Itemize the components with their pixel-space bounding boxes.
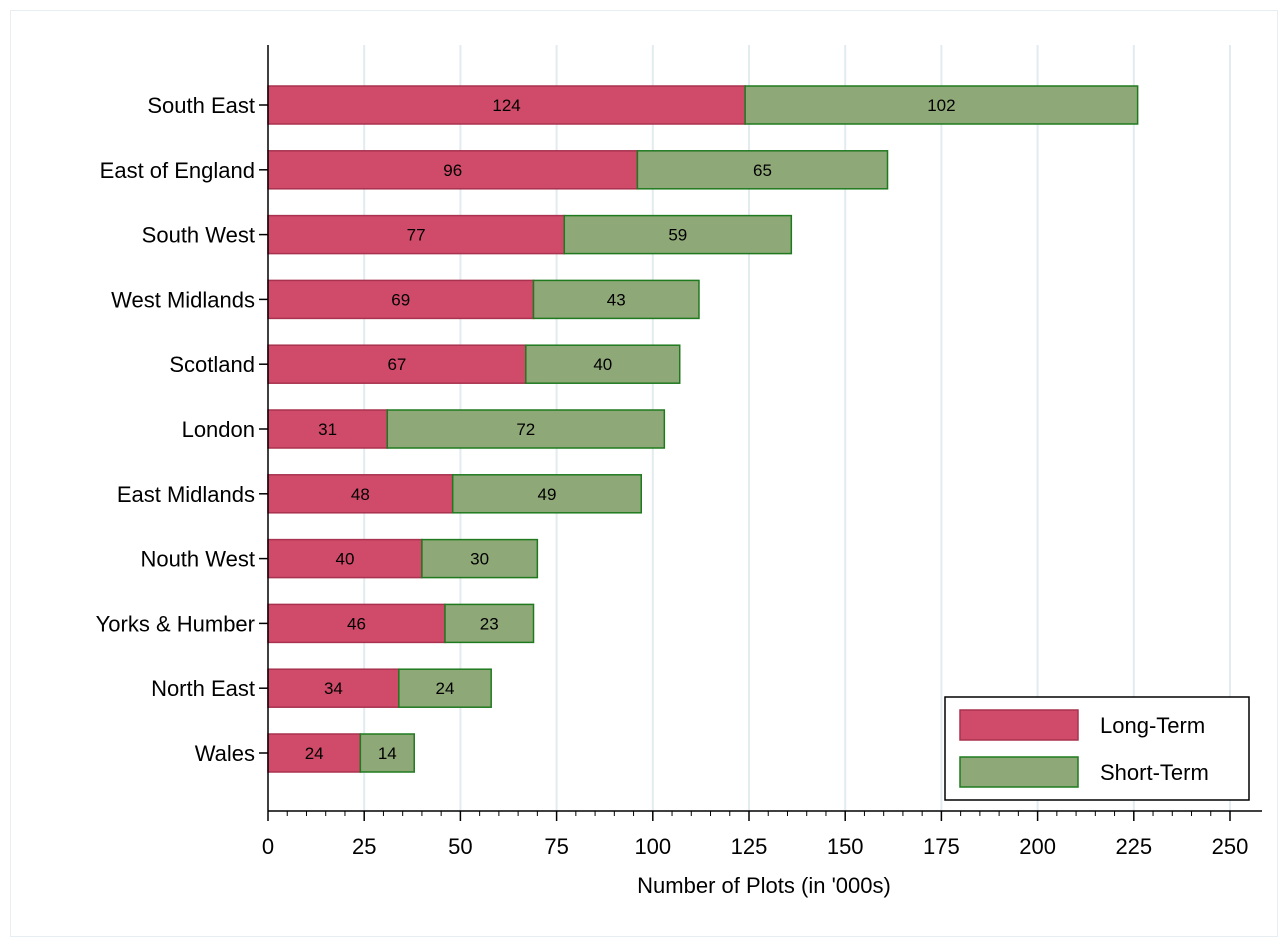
x-axis-label: Number of Plots (in '000s) <box>637 873 891 898</box>
bar-value-label: 23 <box>480 614 499 633</box>
bar-value-label: 59 <box>668 226 687 245</box>
bar-value-label: 46 <box>347 614 366 633</box>
bar-value-label: 14 <box>378 744 397 763</box>
bar-short-term <box>359 733 415 773</box>
bar-short-term <box>744 85 1139 125</box>
bar-short-term <box>444 603 535 644</box>
bar-labels: 124 102 96 65 77 59 69 43 67 40 31 72 48 49 40 30 46 23 34… <box>305 96 956 763</box>
y-tick-label: South West <box>142 223 255 248</box>
x-tick-label: 250 <box>1212 834 1249 859</box>
bar-value-label: 102 <box>927 96 955 115</box>
x-tick-label: 150 <box>827 834 864 859</box>
legend-label: Short-Term <box>1100 760 1209 785</box>
y-tick-label: Scotland <box>169 352 255 377</box>
bar-short-term <box>525 344 681 384</box>
bar-short-term <box>421 538 539 579</box>
bar-short-term <box>532 279 700 320</box>
y-tick-label: Yorks & Humber <box>96 611 255 636</box>
bar-long-term <box>267 474 454 514</box>
legend-swatch-short-term <box>959 756 1079 788</box>
bar-short-term <box>563 214 793 255</box>
y-tick-label: London <box>182 417 255 442</box>
bar-value-label: 24 <box>305 744 324 763</box>
y-axis: South East East of England South West West … <box>96 45 269 811</box>
bar-long-term <box>267 538 423 579</box>
y-tick-label: North East <box>151 676 255 701</box>
x-tick-label: 25 <box>352 834 376 859</box>
bar-long-term <box>267 603 446 644</box>
bar-value-label: 69 <box>391 290 410 309</box>
x-tick-label: 200 <box>1019 834 1056 859</box>
y-tick-label: East Midlands <box>117 482 255 507</box>
x-tick-label: 50 <box>448 834 472 859</box>
bar-value-label: 34 <box>324 679 343 698</box>
bar-short-term <box>386 409 666 449</box>
bar-value-label: 65 <box>753 161 772 180</box>
bar-short-term <box>451 474 643 514</box>
bar-value-label: 72 <box>516 420 535 439</box>
y-tick-label: Wales <box>195 741 255 766</box>
bar-value-label: 48 <box>351 485 370 504</box>
x-tick-label: 225 <box>1115 834 1152 859</box>
bar-value-label: 77 <box>407 226 426 245</box>
x-tick-label: 175 <box>923 834 960 859</box>
x-tick-label: 75 <box>544 834 568 859</box>
bar-value-label: 30 <box>470 550 489 569</box>
bar-value-label: 24 <box>436 679 455 698</box>
bar-value-label: 43 <box>607 290 626 309</box>
bar-value-label: 40 <box>335 550 354 569</box>
y-tick-label: West Midlands <box>111 287 255 312</box>
x-tick-label: 100 <box>634 834 671 859</box>
bar-value-label: 67 <box>387 355 406 374</box>
bar-long-term <box>267 279 535 320</box>
bar-value-label: 31 <box>318 420 337 439</box>
legend-label: Long-Term <box>1100 713 1205 738</box>
y-tick-label: South East <box>147 93 255 118</box>
y-tick-label: Nouth West <box>140 547 255 572</box>
bar-short-term <box>636 150 889 190</box>
bar-value-label: 49 <box>538 485 557 504</box>
x-axis: 0 25 50 75 100 125 150 175 200 225 250 <box>262 810 1262 859</box>
legend-swatch-long-term <box>959 709 1079 741</box>
bars <box>267 85 1139 773</box>
bar-value-label: 96 <box>443 161 462 180</box>
bar-short-term <box>398 668 492 708</box>
bar-value-label: 40 <box>593 355 612 374</box>
x-tick-label: 125 <box>731 834 768 859</box>
x-tick-label: 0 <box>262 834 274 859</box>
bar-value-label: 124 <box>492 96 520 115</box>
y-tick-label: East of England <box>100 158 255 183</box>
legend: Long-Term Short-Term <box>944 696 1250 801</box>
